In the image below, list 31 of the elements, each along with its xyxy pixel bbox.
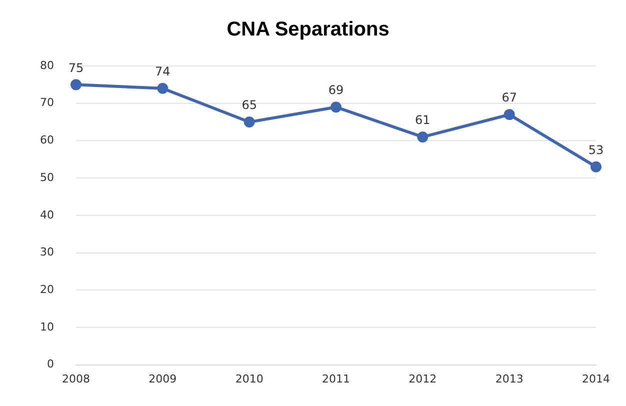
y-tick-label: 60 [40, 134, 54, 147]
chart-title: CNA Separations [226, 18, 390, 41]
data-label: 75 [68, 60, 84, 75]
point [157, 82, 168, 94]
x-tick-label: 2014 [582, 372, 610, 386]
y-tick-label: 0 [46, 358, 54, 371]
x-tick-label: 2011 [322, 372, 350, 386]
x-tick-label: 2010 [235, 372, 264, 386]
data-label: 74 [155, 64, 170, 79]
point [504, 109, 515, 120]
y-tick-label: 30 [40, 246, 54, 259]
y-tick-label: 40 [40, 208, 54, 222]
data-label: 53 [588, 142, 604, 157]
data-label: 69 [328, 83, 344, 98]
x-tick-label: 2009 [148, 372, 177, 386]
x-tick-label: 2013 [495, 372, 524, 386]
y-tick-label: 50 [40, 170, 54, 184]
point [70, 79, 82, 90]
point [330, 102, 342, 113]
x-tick-label: 2012 [408, 372, 437, 386]
y-tick-label: 10 [40, 320, 54, 334]
y-tick-label: 80 [40, 58, 54, 72]
y-tick-label: 70 [40, 96, 54, 110]
data-label: 65 [242, 98, 257, 112]
y-tick-label: 20 [40, 282, 54, 296]
point [590, 161, 602, 172]
point [244, 116, 255, 128]
data-label: 67 [502, 90, 517, 105]
x-tick-label: 2008 [62, 372, 90, 386]
data-label: 61 [415, 113, 430, 128]
point [417, 131, 428, 142]
